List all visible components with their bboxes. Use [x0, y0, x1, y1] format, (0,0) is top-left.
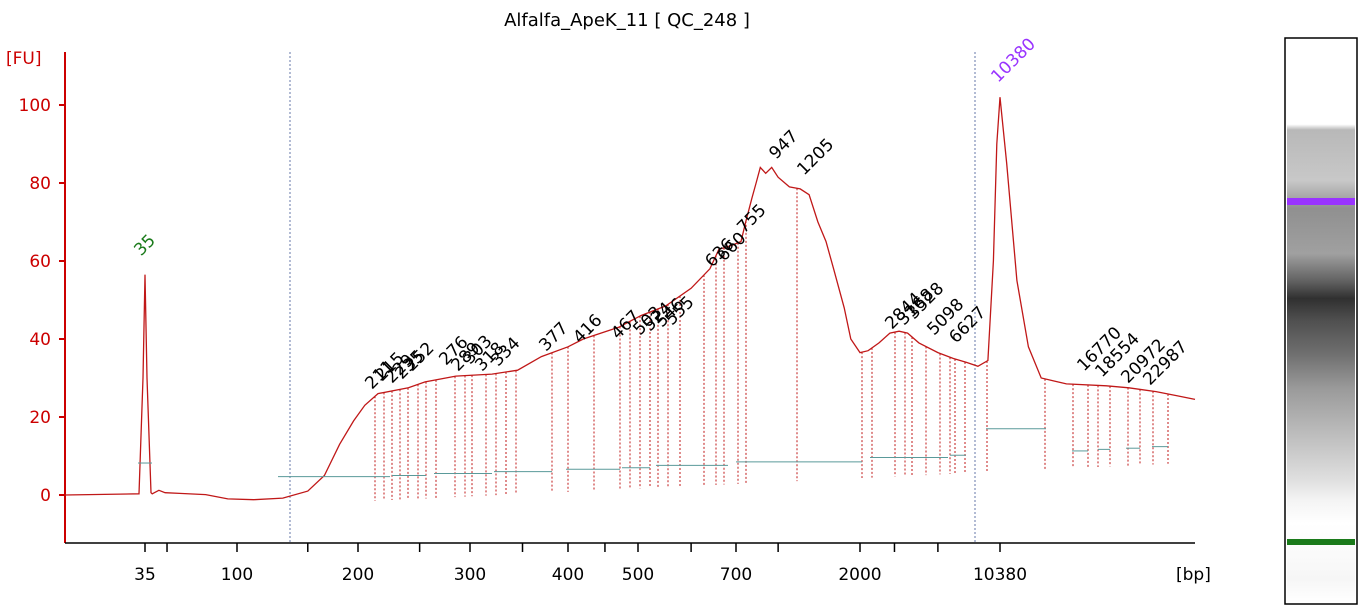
gel-image	[1284, 37, 1358, 605]
peak-label: 377	[535, 318, 572, 355]
x-tick-label: 100	[221, 565, 253, 585]
y-tick-label: 0	[40, 486, 51, 506]
peak-label-lower-marker: 35	[130, 231, 159, 260]
gel-band-upper-marker	[1287, 198, 1355, 205]
x-tick-label: 35	[134, 565, 156, 585]
plot-layer: 0 20 40 60 80 100 35 100 200 300 400 500 700 2000 1038…	[19, 34, 1196, 585]
y-tick-label: 40	[29, 330, 51, 350]
y-tick-label: 100	[19, 96, 51, 116]
y-tick-label: 60	[29, 252, 51, 272]
gel-lane	[1287, 40, 1355, 602]
x-tick-label: 300	[454, 565, 486, 585]
peak-label: 947	[765, 126, 802, 163]
y-tick-label: 80	[29, 174, 51, 194]
peak-label-upper-marker: 10380	[987, 34, 1039, 86]
data-trace-line	[64, 97, 1196, 501]
peak-label: 416	[569, 310, 606, 347]
gel-band-lower-marker	[1287, 539, 1355, 545]
x-tick-label: 2000	[838, 565, 881, 585]
x-tick-label: 10380	[973, 565, 1027, 585]
x-tick-label: 500	[622, 565, 654, 585]
y-tick-label: 20	[29, 408, 51, 428]
x-tick-label: 200	[342, 565, 374, 585]
x-tick-label: 700	[720, 565, 752, 585]
x-axis-label: [bp]	[1176, 565, 1211, 585]
y-axis-label: [FU]	[6, 49, 42, 69]
x-tick-label: 400	[552, 565, 584, 585]
chart-title: Alfalfa_ApeK_11 [ QC_248 ]	[504, 10, 750, 31]
